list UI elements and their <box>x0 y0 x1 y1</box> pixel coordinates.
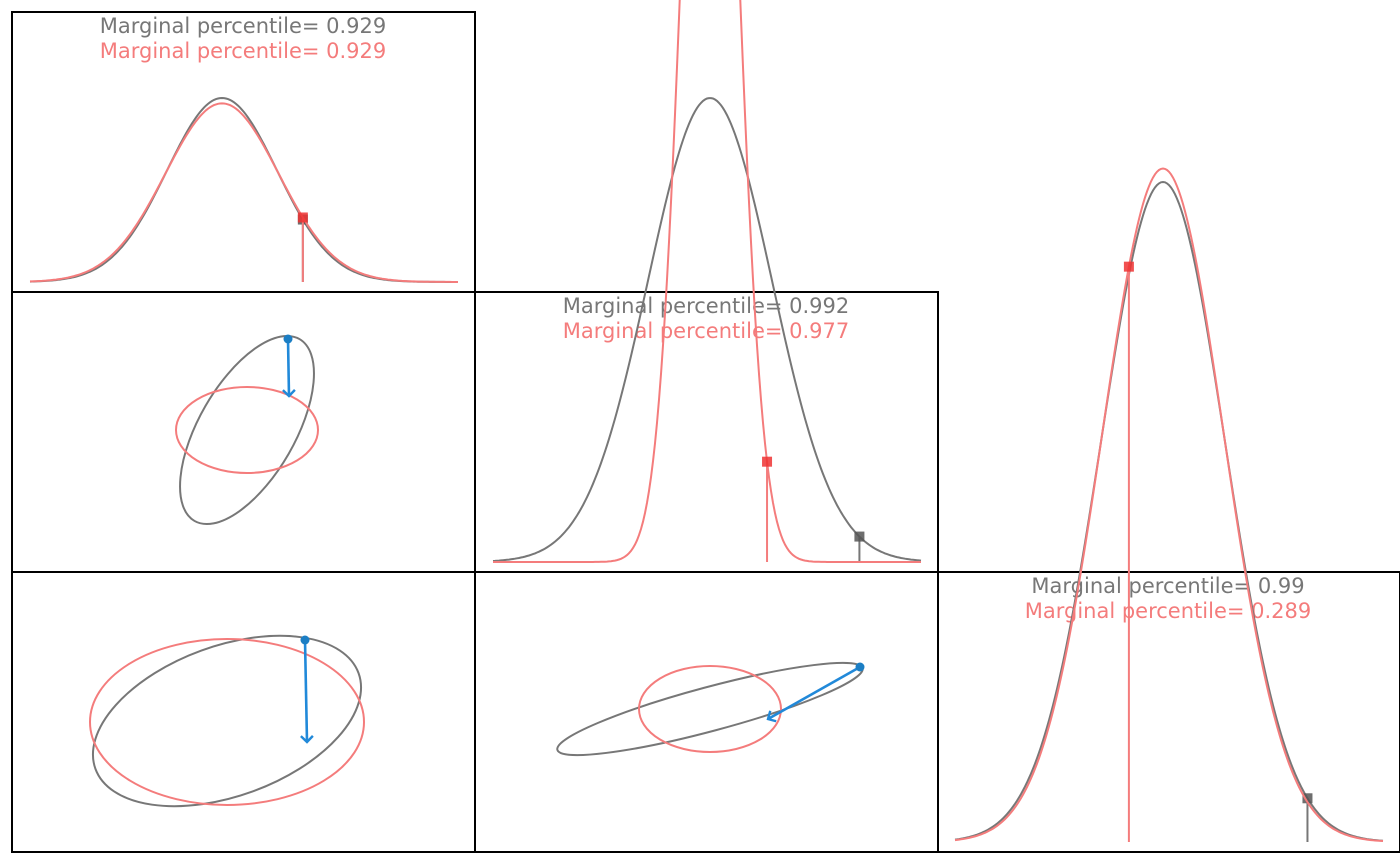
percentile-label-prior-2: Marginal percentile= 0.992 <box>563 294 850 318</box>
posterior-density-1 <box>30 102 458 283</box>
posterior-density-3 <box>954 167 1384 842</box>
prior-ellipse-r2c1 <box>179 334 315 526</box>
shift-arrow-origin-r2c1 <box>283 334 293 344</box>
panel-3-3 <box>937 571 1400 853</box>
percentile-label-posterior-3: Marginal percentile= 0.289 <box>1025 599 1312 623</box>
prior-density-3 <box>954 180 1384 842</box>
posterior-ellipse-r3c2 <box>638 665 782 753</box>
shift-arrow-r3c2 <box>766 665 861 723</box>
panel-2-1 <box>11 291 476 573</box>
posterior-density-2 <box>493 0 921 563</box>
percentile-label-prior-3: Marginal percentile= 0.99 <box>1031 574 1304 598</box>
panel-3-1 <box>11 571 476 853</box>
prior-density-1 <box>29 96 458 283</box>
shift-arrow-r2c1 <box>282 338 296 398</box>
posterior-marker-point-3 <box>1123 261 1134 272</box>
posterior-marker-point-2 <box>762 456 773 467</box>
prior-ellipse-r3c1 <box>91 634 363 808</box>
percentile-label-posterior-2: Marginal percentile= 0.977 <box>563 319 850 343</box>
prior-marker-point-3 <box>1302 793 1313 804</box>
shift-arrow-origin-r3c1 <box>300 635 310 645</box>
panel-3-2 <box>474 571 939 853</box>
shift-arrow-origin-r3c2 <box>855 662 865 672</box>
percentile-label-posterior-1: Marginal percentile= 0.929 <box>100 39 387 63</box>
posterior-ellipse-r3c1 <box>89 638 365 806</box>
prior-density-2 <box>492 97 922 562</box>
posterior-marker-point-1 <box>297 212 308 223</box>
posterior-ellipse-r2c1 <box>175 386 319 474</box>
percentile-label-prior-1: Marginal percentile= 0.929 <box>100 14 387 38</box>
shift-arrow-r3c1 <box>300 639 314 744</box>
prior-marker-point-2 <box>854 531 865 542</box>
